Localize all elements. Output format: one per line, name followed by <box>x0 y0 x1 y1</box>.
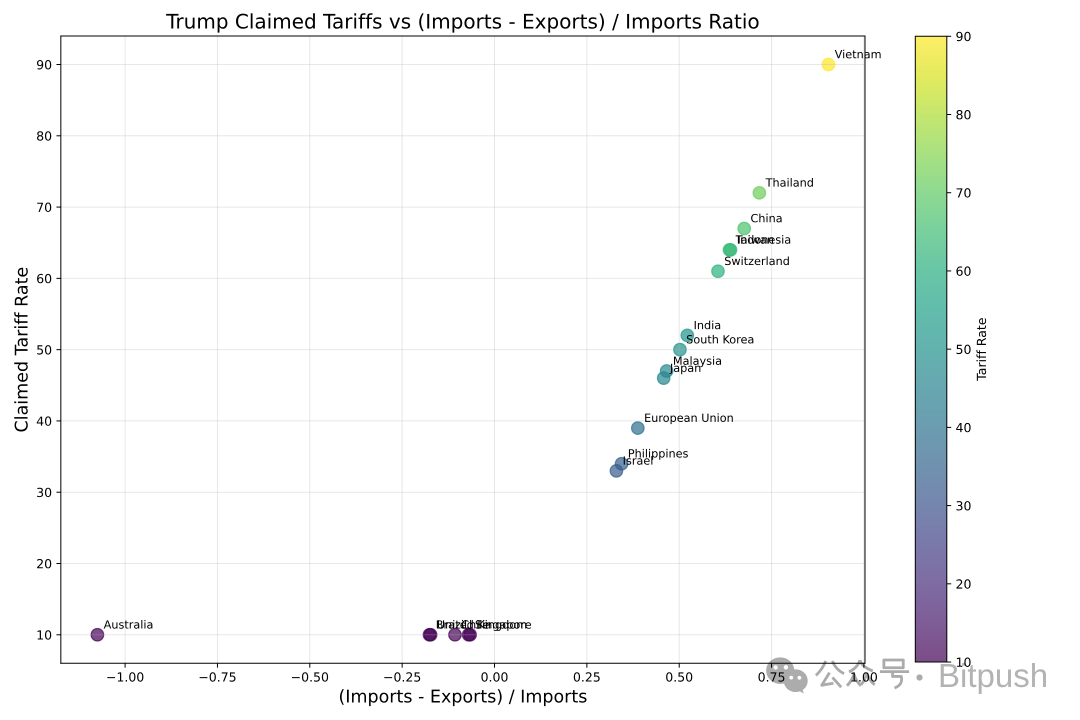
svg-text:Bitpush: Bitpush <box>938 657 1048 694</box>
